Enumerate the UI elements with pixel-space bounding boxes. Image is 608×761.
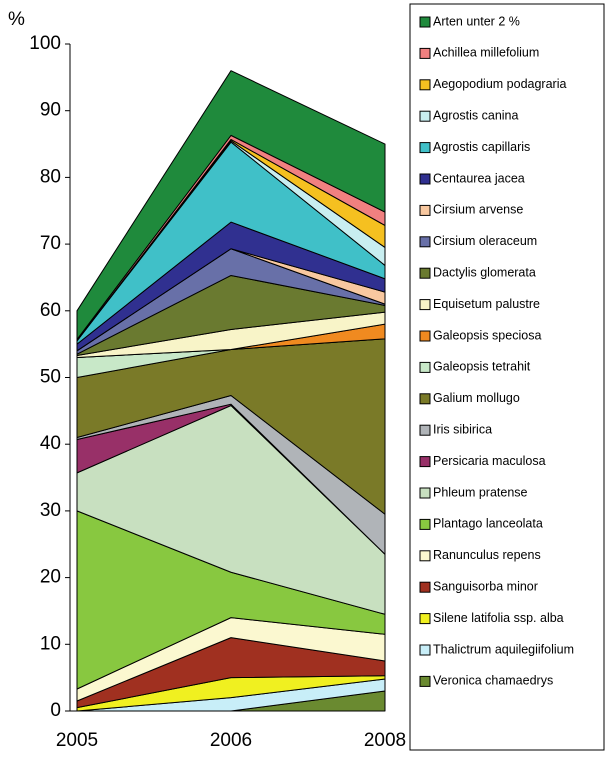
legend-label: Ranunculus repens bbox=[433, 548, 541, 562]
legend-label: Galeopsis tetrahit bbox=[433, 360, 531, 374]
y-tick-label: 10 bbox=[40, 633, 61, 654]
legend-swatch bbox=[419, 79, 431, 91]
legend-swatch bbox=[419, 581, 431, 593]
y-axis-label: % bbox=[8, 9, 25, 30]
legend-swatch bbox=[419, 361, 431, 373]
y-tick-label: 50 bbox=[40, 367, 61, 388]
legend-label: Iris sibirica bbox=[433, 422, 492, 436]
legend-swatch bbox=[419, 487, 431, 499]
legend-label: Persicaria maculosa bbox=[433, 454, 546, 468]
legend-swatch bbox=[419, 330, 431, 342]
y-tick-label: 100 bbox=[29, 33, 61, 54]
legend-swatch bbox=[419, 142, 431, 154]
legend-label: Arten unter 2 % bbox=[433, 14, 520, 28]
y-tick-label: 20 bbox=[40, 567, 61, 588]
legend-box bbox=[409, 3, 605, 751]
y-tick-label: 0 bbox=[50, 700, 61, 721]
legend-label: Galium mollugo bbox=[433, 391, 520, 405]
legend-swatch bbox=[419, 267, 431, 279]
legend-label: Achillea millefolium bbox=[433, 46, 539, 60]
legend-label: Dactylis glomerata bbox=[433, 265, 536, 279]
legend-swatch bbox=[419, 456, 431, 468]
y-tick-label: 60 bbox=[40, 300, 61, 321]
legend-swatch bbox=[419, 518, 431, 530]
legend-label: Plantago lanceolata bbox=[433, 517, 543, 531]
y-tick-label: 70 bbox=[40, 233, 61, 254]
legend-swatch bbox=[419, 47, 431, 59]
legend-swatch bbox=[419, 393, 431, 405]
x-tick-label: 2008 bbox=[364, 730, 406, 751]
legend-label: Phleum pratense bbox=[433, 485, 528, 499]
x-tick-label: 2005 bbox=[56, 730, 98, 751]
legend-label: Galeopsis speciosa bbox=[433, 328, 541, 342]
legend-label: Agrostis capillaris bbox=[433, 140, 530, 154]
legend-swatch bbox=[419, 236, 431, 248]
legend-label: Equisetum palustre bbox=[433, 297, 540, 311]
legend-swatch bbox=[419, 299, 431, 311]
legend-swatch bbox=[419, 16, 431, 28]
legend-label: Cirsium oleraceum bbox=[433, 234, 537, 248]
legend-swatch bbox=[419, 550, 431, 562]
legend-swatch bbox=[419, 675, 431, 687]
legend-label: Cirsium arvense bbox=[433, 203, 523, 217]
legend-label: Thalictrum aquilegiifolium bbox=[433, 642, 574, 656]
legend-swatch bbox=[419, 424, 431, 436]
y-tick-label: 40 bbox=[40, 433, 61, 454]
legend-label: Agrostis canina bbox=[433, 108, 519, 122]
legend-label: Silene latifolia ssp. alba bbox=[433, 611, 564, 625]
legend-swatch bbox=[419, 173, 431, 185]
legend-label: Aegopodium podagraria bbox=[433, 77, 566, 91]
area bbox=[76, 70, 386, 340]
legend-label: Centaurea jacea bbox=[433, 171, 525, 185]
legend-swatch bbox=[419, 644, 431, 656]
y-tick-label: 80 bbox=[40, 166, 61, 187]
legend-label: Veronica chamaedrys bbox=[433, 674, 553, 688]
y-tick-label: 90 bbox=[40, 100, 61, 121]
legend-swatch bbox=[419, 110, 431, 122]
legend-label: Sanguisorba minor bbox=[433, 579, 538, 593]
x-tick-label: 2006 bbox=[210, 730, 252, 751]
y-tick-label: 30 bbox=[40, 500, 61, 521]
legend-swatch bbox=[419, 613, 431, 625]
legend-swatch bbox=[419, 204, 431, 216]
